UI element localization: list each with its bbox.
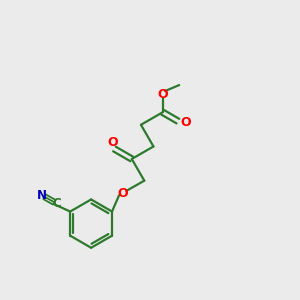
Text: O: O [108, 136, 118, 149]
Text: O: O [117, 187, 128, 200]
Text: C: C [52, 197, 61, 210]
Text: O: O [157, 88, 168, 101]
Text: N: N [37, 188, 46, 202]
Text: O: O [181, 116, 191, 129]
